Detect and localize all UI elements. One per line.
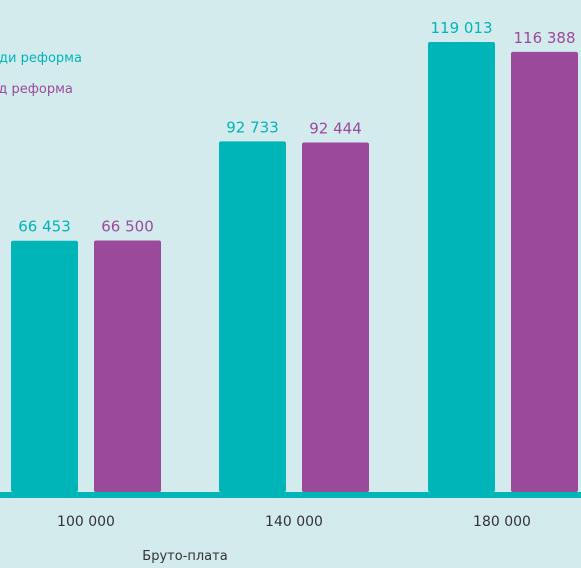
bar-before-2: [428, 42, 495, 492]
legend: Преди реформа След реформа: [0, 51, 82, 97]
x-tick-label-2: 180 000: [473, 514, 531, 530]
value-label-before-2: 119 013: [430, 19, 492, 37]
value-labels: 66 453 66 500 92 733 92 444 119 013 116 388: [18, 19, 575, 236]
bars: [11, 42, 578, 493]
bar-before-0: [11, 240, 78, 492]
bar-before-1: [219, 141, 286, 492]
bar-after-0: [94, 240, 161, 492]
value-label-before-1: 92 733: [226, 118, 279, 136]
legend-label-after: След реформа: [0, 82, 73, 97]
value-label-after-2: 116 388: [513, 29, 575, 47]
value-label-before-0: 66 453: [18, 218, 71, 236]
x-tick-label-1: 140 000: [265, 514, 323, 530]
x-tick-labels: 100 000 140 000 180 000: [57, 514, 531, 530]
value-label-after-0: 66 500: [101, 218, 154, 236]
bar-after-1: [302, 142, 369, 493]
x-axis-line: [0, 492, 581, 498]
x-tick-label-0: 100 000: [57, 514, 115, 530]
value-label-after-1: 92 444: [309, 119, 362, 137]
x-axis-title: Бруто-плата: [142, 549, 227, 564]
bar-after-2: [511, 51, 578, 492]
legend-label-before: Преди реформа: [0, 51, 82, 66]
